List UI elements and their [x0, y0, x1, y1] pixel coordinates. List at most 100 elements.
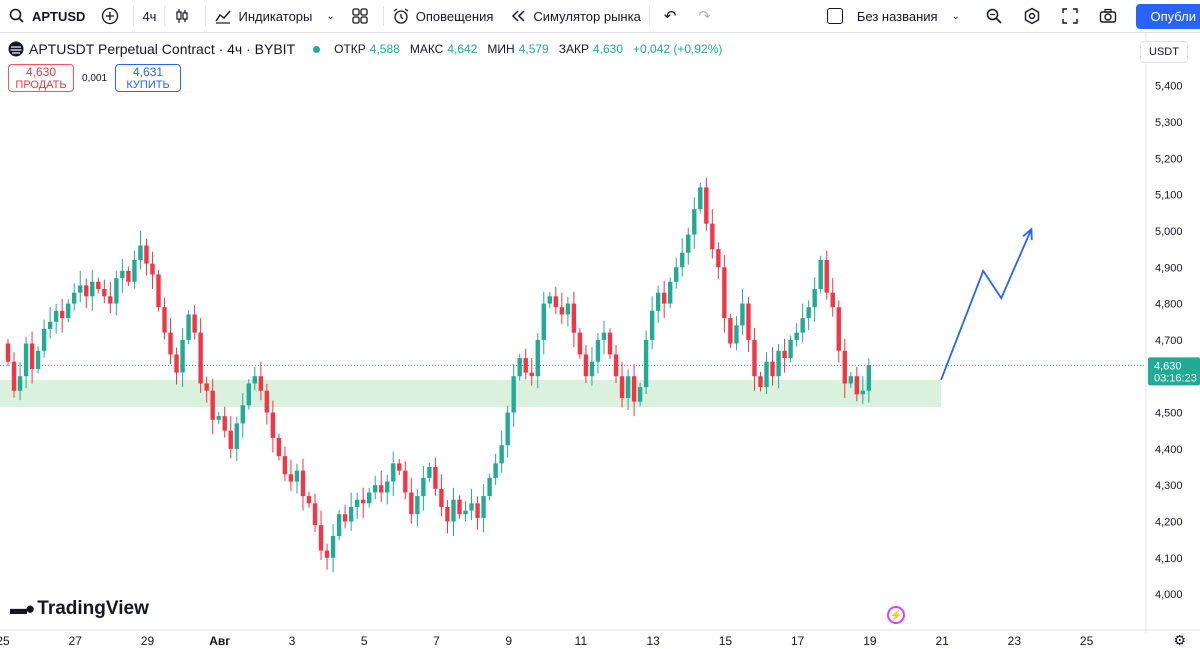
buy-label: КУПИТЬ [126, 79, 170, 91]
candle-body [294, 470, 300, 482]
indicators-label: Индикаторы [238, 8, 313, 24]
publish-button[interactable]: Опубли [1136, 4, 1200, 29]
candle-body [740, 303, 745, 326]
toolbar-divider [205, 6, 207, 26]
interval-button[interactable]: 4ч [142, 8, 157, 24]
candle-body [360, 499, 366, 504]
candle-body [53, 310, 59, 322]
axis-settings-icon[interactable]: ⚙ [1173, 632, 1186, 648]
buy-button[interactable]: 4,631 КУПИТЬ [115, 64, 182, 92]
candle-body [59, 310, 65, 319]
candle-body [427, 467, 432, 478]
candle-body [415, 496, 420, 515]
candle-body [499, 445, 504, 464]
candle-body [276, 437, 282, 457]
chart-type-button[interactable] [165, 0, 205, 33]
time-tick-label: 17 [791, 634, 805, 648]
candle-body [288, 474, 294, 482]
time-tick-label: 9 [505, 634, 512, 648]
replay-button[interactable]: Симулятор рынка [501, 0, 648, 33]
candle-body [806, 307, 811, 319]
candle-body [144, 245, 149, 264]
chart-legend: APTUSDT Perpetual Contract · 4ч · BYBIT … [8, 41, 728, 57]
candle-body [764, 361, 769, 388]
candle-body [198, 332, 203, 384]
candle-body [5, 343, 11, 362]
layouts-button[interactable] [343, 0, 383, 33]
undo-button[interactable]: ↶ [650, 0, 691, 33]
candle-body [72, 292, 77, 304]
candle-body [529, 372, 534, 377]
candle-body [330, 536, 336, 558]
candle-body [409, 492, 414, 515]
indicators-button[interactable]: Индикаторы ⌄ [206, 0, 342, 33]
sell-button[interactable]: 4,630 ПРОДАТЬ [8, 64, 74, 92]
price-tick-label: 4,200 [1155, 516, 1183, 528]
toolbar-divider [133, 6, 135, 26]
candle-body [535, 339, 540, 377]
redo-button[interactable]: ↷ [690, 0, 719, 33]
candle-body [228, 430, 233, 449]
candle-body [29, 343, 35, 369]
candle-body [661, 292, 667, 304]
high-value: 4,642 [447, 42, 478, 56]
candle-body [174, 354, 179, 373]
time-tick-label: 15 [719, 634, 733, 648]
compare-button[interactable] [93, 0, 133, 33]
candle-body [782, 350, 787, 359]
last-price-label: 4,630 [1154, 360, 1182, 372]
candle-body [216, 416, 221, 420]
candle-body [836, 307, 841, 351]
settings-button[interactable] [1016, 0, 1054, 33]
price-tick-label: 5,300 [1155, 117, 1183, 129]
candle-body [120, 270, 125, 279]
snapshot-button[interactable] [1092, 0, 1130, 33]
candle-body [866, 365, 872, 391]
low-label: МИН [487, 42, 515, 56]
time-tick-label: 7 [433, 634, 440, 648]
chevron-down-icon[interactable]: ⌄ [326, 10, 335, 22]
currency-button[interactable]: USDT [1140, 41, 1188, 63]
lightning-icon[interactable]: ⚡ [887, 606, 905, 624]
grid-icon [352, 8, 368, 24]
close-label: ЗАКР [558, 42, 589, 56]
legend-title[interactable]: APTUSDT Perpetual Contract · 4ч · BYBIT [29, 41, 296, 57]
chevron-down-icon[interactable]: ⌄ [951, 10, 960, 22]
candle-body [108, 296, 113, 304]
candle-body [300, 470, 306, 497]
candle-body [481, 496, 486, 518]
candle-body [17, 376, 23, 391]
candle-body [421, 477, 426, 497]
candle-body [505, 412, 510, 446]
symbol-search[interactable]: APTUSD [0, 0, 93, 33]
candle-body [433, 467, 438, 489]
ohlc-values: ОТКР 4,588 МАКС 4,642 МИН 4,579 ЗАКР 4,630 +… [334, 42, 728, 56]
candle-body [631, 376, 637, 402]
open-value: 4,588 [369, 42, 400, 56]
quick-search-button[interactable] [978, 0, 1016, 33]
candle-body [397, 463, 402, 471]
alerts-button[interactable]: Оповещения [384, 0, 502, 33]
projection-arrow [940, 228, 1033, 381]
layout-name-label: Без названия [856, 8, 938, 24]
fullscreen-button[interactable] [1054, 0, 1092, 33]
projection-arrow-head [1022, 227, 1033, 241]
price-chart[interactable]: 4,0004,1004,2004,3004,4004,5004,6004,700… [0, 33, 1200, 648]
price-tick-label: 5,100 [1155, 190, 1183, 202]
time-tick-label: 5 [361, 634, 368, 648]
price-tick-label: 5,400 [1155, 81, 1183, 93]
candle-body [583, 354, 589, 377]
candle-body [379, 485, 384, 493]
candle-body [577, 332, 583, 355]
candle-body [367, 492, 372, 504]
sell-label: ПРОДАТЬ [15, 79, 67, 91]
candle-body [493, 463, 498, 478]
sell-price: 4,630 [25, 65, 57, 79]
price-tick-label: 4,300 [1155, 480, 1183, 492]
tv-logo-icon: ▬● [10, 599, 35, 618]
layout-name-button[interactable]: Без названия ⌄ [819, 0, 968, 33]
close-value: 4,630 [592, 42, 623, 56]
buy-price: 4,631 [133, 65, 164, 79]
gear-icon [1024, 7, 1040, 25]
countdown-label: 03:16:23 [1154, 372, 1197, 384]
